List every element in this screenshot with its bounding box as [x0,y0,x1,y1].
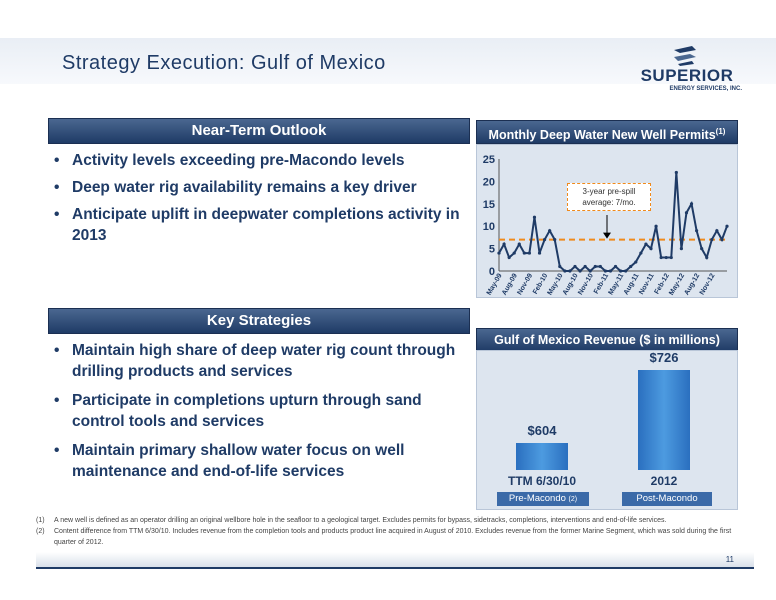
permits-data-point [695,229,699,233]
permits-chart-title: Monthly Deep Water New Well Permits [488,128,716,143]
page-title: Strategy Execution: Gulf of Mexico [62,52,386,74]
permits-data-point [588,269,592,273]
y-tick-label: 15 [483,199,495,211]
permits-data-point [700,247,704,251]
y-tick-label: 20 [483,176,495,188]
permits-data-point [669,255,673,260]
permits-data-point [548,229,552,233]
footnote-1: (1) A new well is defined as an operator … [36,515,746,526]
permits-data-point [603,269,607,273]
x-tick-label: Nov-12 [699,272,717,296]
pre-spill-average-annotation: 3-year pre-spill average: 7/mo. [567,183,651,211]
permits-data-point [624,269,628,273]
pre-macondo-label: Pre-Macondo [508,493,566,504]
footnote-text: Content difference from TTM 6/30/10. Inc… [54,528,732,546]
revenue-chart-header: Gulf of Mexico Revenue ($ in millions) [476,328,738,352]
outlook-bullet: Activity levels exceeding pre-Macondo le… [50,150,465,171]
permits-chart-panel: 0 5 10 15 20 25 May-09 Aug-09 Nov-09 Feb-10 May-10… [476,144,738,298]
permits-data-point [715,229,719,233]
permits-data-point [543,238,547,242]
footnote-2: (2) Content difference from TTM 6/30/10. … [36,526,746,548]
permits-data-point [679,247,683,251]
permits-data-point [497,251,501,255]
permits-chart-header: Monthly Deep Water New Well Permits(1) [476,120,738,144]
y-tick-label: 10 [483,221,495,233]
permits-data-point [710,238,714,242]
permits-data-point [512,251,516,255]
title-band [0,38,776,84]
strategies-list: Maintain high share of deep water rig co… [50,340,465,482]
permits-data-point [608,269,613,273]
revenue-chart-panel [476,350,738,510]
revenue-category-2012: 2012 [650,474,678,488]
revenue-bar-ttm [516,443,568,470]
logo-subtitle: ENERGY SERVICES, INC. [669,86,742,92]
logo-name: SUPERIOR [640,66,734,85]
permits-data-point [634,260,638,264]
annotation-arrowhead [603,232,611,239]
permits-data-point [553,238,557,242]
outlook-bullet: Anticipate uplift in deepwater completio… [50,204,465,246]
logo-mark-icon [674,46,696,66]
permits-data-point [654,224,658,228]
permits-data-point [558,264,562,269]
permits-data-point [507,255,511,260]
permits-data-point [593,264,597,269]
permits-data-point [613,264,618,269]
y-tick-label: 25 [483,154,495,166]
permits-data-point [629,264,633,269]
post-macondo-tag: Post-Macondo [622,492,712,506]
pre-macondo-footnote-ref: (2) [568,496,578,503]
permits-data-point [578,269,582,273]
footnotes: (1) A new well is defined as an operator … [36,515,746,548]
permits-data-point [522,251,526,255]
outlook-list: Activity levels exceeding pre-Macondo le… [50,150,465,246]
footer-bar: 11 [36,552,754,569]
outlook-header: Near-Term Outlook [48,118,470,144]
strategy-bullet: Maintain primary shallow water focus on … [50,440,465,482]
pre-macondo-tag: Pre-Macondo (2) [497,492,589,506]
permits-data-point [659,255,663,260]
revenue-value-ttm: $604 [527,423,557,439]
permits-data-point [649,247,653,251]
revenue-category-ttm: TTM 6/30/10 [507,474,577,488]
permits-data-point [583,264,587,269]
revenue-value-2012: $726 [649,350,679,365]
permits-data-point [725,224,729,228]
permits-data-point [568,269,572,273]
permits-data-point [573,264,577,269]
permits-data-point [619,269,623,273]
permits-data-point [598,264,602,269]
permits-data-point [502,242,506,246]
permits-data-point [527,251,531,255]
page-number: 11 [725,555,734,564]
strategy-bullet: Maintain high share of deep water rig co… [50,340,465,382]
permits-data-point [674,170,678,175]
permits-data-point [532,215,537,219]
permits-data-point [639,251,643,255]
permits-data-point [644,242,648,246]
company-logo: SUPERIOR ENERGY SERVICES, INC. [632,44,742,102]
permits-data-point [689,202,694,206]
y-tick-label: 5 [489,244,495,256]
permits-data-point [705,255,709,260]
permits-data-point [684,211,689,215]
permits-data-point [664,255,668,260]
y-tick-label: 0 [489,266,495,278]
permits-data-point [537,251,542,255]
footnote-text: A new well is defined as an operator dri… [54,517,667,524]
strategy-bullet: Participate in completions upturn throug… [50,390,465,432]
footnote-number: (1) [36,517,45,524]
revenue-bar-2012 [638,370,690,470]
footnote-number: (2) [36,528,45,535]
strategies-header: Key Strategies [48,308,470,334]
permits-data-point [517,242,521,246]
permits-data-point [563,269,567,273]
permits-line-chart: 0510152025May-09Aug-09Nov-09Feb-10May-10… [483,154,729,297]
permits-data-point [720,238,724,242]
x-tick-label: Nov-10 [577,272,595,296]
outlook-bullet: Deep water rig availability remains a ke… [50,177,465,198]
permits-series-line [498,172,728,273]
permits-chart-footnote-ref: (1) [715,127,726,136]
